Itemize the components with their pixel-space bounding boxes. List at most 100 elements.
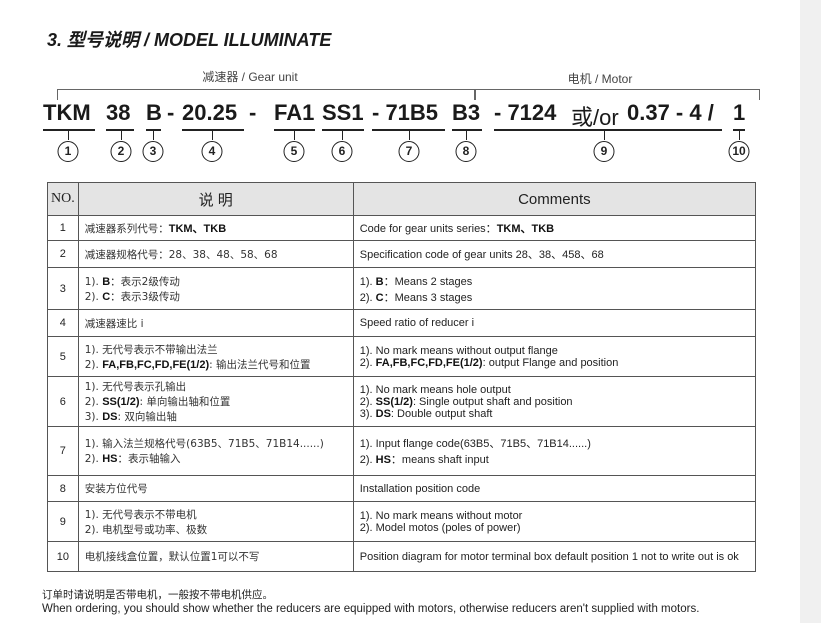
cell-line: 电机接线盒位置，默认位置1可以不写	[85, 549, 347, 564]
text: Installation position code	[359, 482, 481, 495]
description-cell: 1). 无代号表示不带电机 2). 电机型号或功率、极数	[77, 501, 354, 542]
marker-stem	[68, 130, 69, 140]
table-row: 7 1). 输入法兰规格代号(63B5、71B5、71B14......) 2). …	[47, 426, 757, 476]
cell-line: 1). B：Means 2 stages	[360, 273, 749, 289]
code-underline	[494, 129, 722, 131]
text: 1). 输入法兰规格代号(63B5、71B5、71B14......)	[84, 438, 324, 450]
cell-line: Code for gear units series：TKM、TKB	[360, 220, 749, 236]
cell-line: Speed ratio of reducer i	[360, 317, 749, 329]
header-comments: Comments	[352, 182, 757, 216]
bold-text: TKM、TKB	[168, 223, 227, 235]
cell-line: 1). 无代号表示不带电机	[85, 507, 347, 522]
cell-line: 3). DS: Double output shaft	[360, 408, 749, 420]
marker-stem	[294, 130, 295, 140]
marker-circle: 5	[283, 141, 305, 162]
text: 1). Input flange code(63B5、71B5、71B14...…	[359, 438, 591, 450]
description-cell: 1). 输入法兰规格代号(63B5、71B5、71B14......) 2). H…	[77, 426, 354, 476]
cell-line: 3). DS: 双向输出轴	[85, 409, 347, 424]
comment-cell: 1). No mark means without output flange 2…	[352, 336, 757, 377]
code-underline	[182, 129, 244, 131]
row-number: 9	[47, 501, 79, 542]
code-segment: 0.37 - 4 /	[627, 100, 714, 125]
motor-label: 电机 / Motor	[567, 72, 633, 86]
text: 2).	[84, 290, 103, 303]
text: : output Flange and position	[482, 356, 619, 369]
text: 2).	[359, 454, 376, 466]
code-segment: SS1	[322, 100, 364, 125]
text: 减速器规格代号：28、38、48、58、68	[84, 248, 278, 261]
cell-line: 2). SS(1/2): 单向输出轴和位置	[85, 394, 347, 409]
bold-text: B	[102, 275, 111, 288]
bold-text: SS(1/2)	[375, 395, 413, 408]
code-segment: TKM	[43, 100, 91, 125]
marker-circle: 4	[201, 141, 223, 162]
cell-line: 1). 无代号表示孔输出	[85, 379, 347, 394]
table-row: 5 1). 无代号表示不带输出法兰 2). FA,FB,FC,FD,FE(1/2):…	[47, 336, 757, 377]
text: 减速器系列代号：	[84, 223, 169, 235]
row-number: 4	[47, 309, 79, 337]
code-segment: 38	[106, 100, 131, 125]
cell-line: 减速器系列代号：TKM、TKB	[85, 220, 347, 236]
description-cell: 1). 无代号表示孔输出 2). SS(1/2): 单向输出轴和位置 3). DS:…	[77, 376, 354, 427]
comment-cell: Speed ratio of reducer i	[352, 309, 757, 337]
text: Position diagram for motor terminal box …	[359, 550, 739, 563]
bold-text: DS	[375, 407, 391, 420]
cell-line: 2). HS：means shaft input	[360, 451, 749, 467]
comment-cell: 1). Input flange code(63B5、71B5、71B14...…	[352, 426, 757, 476]
header-no: NO.	[47, 182, 79, 216]
description-cell: 减速器速比 i	[77, 309, 354, 337]
cell-line: 1). B：表示2级传动	[85, 274, 347, 289]
row-number: 5	[47, 336, 79, 377]
bold-text: DS	[102, 411, 118, 423]
row-number: 3	[47, 267, 79, 310]
table-row: 1 减速器系列代号：TKM、TKB Code for gear units seri…	[47, 215, 757, 241]
code-underline	[322, 129, 364, 131]
code-segment: B	[146, 100, 162, 125]
text: 安装方位代号	[84, 483, 148, 495]
marker-stem	[212, 130, 213, 140]
cell-line: 1). No mark means without output flange	[360, 345, 749, 357]
marker-circle: 8	[455, 141, 477, 162]
text: 2).	[359, 395, 376, 408]
description-cell: 安装方位代号	[77, 475, 354, 502]
code-underline	[106, 129, 134, 131]
bold-text: FA,FB,FC,FD,FE(1/2)	[102, 358, 210, 371]
cell-line: 1). 输入法兰规格代号(63B5、71B5、71B14......)	[85, 436, 347, 451]
table-row: 3 1). B：表示2级传动 2). C：表示3级传动 1). B：Means 2 s…	[47, 267, 757, 310]
bold-text: HS	[102, 453, 118, 465]
comment-cell: 1). No mark means hole output 2). SS(1/2)…	[352, 376, 757, 427]
description-cell: 减速器规格代号：28、38、48、58、68	[77, 240, 354, 268]
cell-line: 2). C：表示3级传动	[85, 289, 347, 304]
text: 2).	[84, 453, 103, 465]
text: ：表示3级传动	[110, 290, 180, 303]
cell-line: 1). No mark means without motor	[360, 510, 749, 522]
bold-text: HS	[375, 454, 391, 466]
bold-text: C	[375, 291, 384, 304]
text: 2).	[359, 291, 376, 304]
marker-stem	[604, 130, 605, 140]
code-underline	[43, 129, 95, 131]
side-strip	[800, 0, 821, 623]
table-row: 9 1). 无代号表示不带电机 2). 电机型号或功率、极数 1). No mark …	[47, 501, 757, 542]
cell-line: 2). HS：表示轴输入	[85, 451, 347, 466]
text: 1). 无代号表示孔输出	[84, 381, 187, 393]
row-number: 10	[47, 541, 79, 572]
text: 3).	[84, 411, 103, 423]
table-row: 6 1). 无代号表示孔输出 2). SS(1/2): 单向输出轴和位置 3). DS…	[47, 376, 757, 427]
cell-line: 减速器规格代号：28、38、48、58、68	[85, 247, 347, 262]
cell-line: 2). C：Means 3 stages	[360, 289, 749, 305]
marker-circle: 3	[142, 141, 164, 162]
code-segment: - 7124	[494, 100, 557, 125]
marker-stem	[342, 130, 343, 140]
marker-circle: 9	[593, 141, 615, 162]
motor-bracket	[474, 89, 760, 100]
code-underline	[452, 129, 482, 131]
table-row: 10 电机接线盒位置，默认位置1可以不写 Position diagram for …	[47, 541, 757, 572]
text: 2). 电机型号或功率、极数	[84, 523, 208, 536]
marker-stem	[739, 130, 740, 140]
description-cell: 1). 无代号表示不带输出法兰 2). FA,FB,FC,FD,FE(1/2): …	[77, 336, 354, 377]
comment-cell: Specification code of gear units 28、38、4…	[352, 240, 757, 268]
header-description: 说 明	[77, 182, 354, 216]
comment-cell: Code for gear units series：TKM、TKB	[352, 215, 757, 241]
marker-circle: 10	[728, 141, 750, 162]
